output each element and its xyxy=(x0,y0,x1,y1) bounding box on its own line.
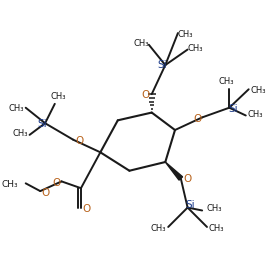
Text: O: O xyxy=(53,178,61,188)
Text: Si: Si xyxy=(228,104,238,114)
Text: CH₃: CH₃ xyxy=(133,39,149,48)
Text: CH₃: CH₃ xyxy=(12,129,28,138)
Text: O: O xyxy=(76,136,84,146)
Text: Si: Si xyxy=(37,119,47,129)
Text: CH₃: CH₃ xyxy=(8,104,24,113)
Text: CH₃: CH₃ xyxy=(151,224,166,233)
Text: CH₃: CH₃ xyxy=(219,77,234,86)
Text: O: O xyxy=(83,204,91,213)
Text: CH₃: CH₃ xyxy=(188,44,203,53)
Text: CH₃: CH₃ xyxy=(209,224,224,233)
Text: O: O xyxy=(184,174,192,185)
Text: CH₃: CH₃ xyxy=(206,204,221,213)
Text: CH₃: CH₃ xyxy=(51,92,66,100)
Text: CH₃: CH₃ xyxy=(178,29,193,39)
Text: Si: Si xyxy=(158,60,167,70)
Text: CH₃: CH₃ xyxy=(248,110,263,119)
Text: O: O xyxy=(142,90,150,100)
Text: O: O xyxy=(41,188,49,198)
Text: Si: Si xyxy=(186,200,195,210)
Polygon shape xyxy=(165,162,183,180)
Text: CH₃: CH₃ xyxy=(251,86,266,95)
Text: CH₃: CH₃ xyxy=(1,180,18,189)
Text: O: O xyxy=(193,114,201,124)
